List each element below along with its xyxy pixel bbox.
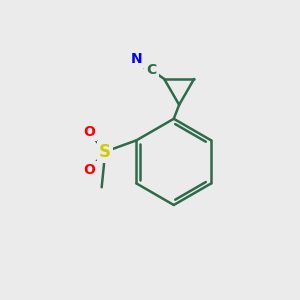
Text: O: O	[83, 163, 95, 177]
Text: S: S	[99, 142, 111, 160]
Text: N: N	[130, 52, 142, 66]
Text: C: C	[146, 63, 157, 77]
Text: O: O	[83, 125, 95, 139]
